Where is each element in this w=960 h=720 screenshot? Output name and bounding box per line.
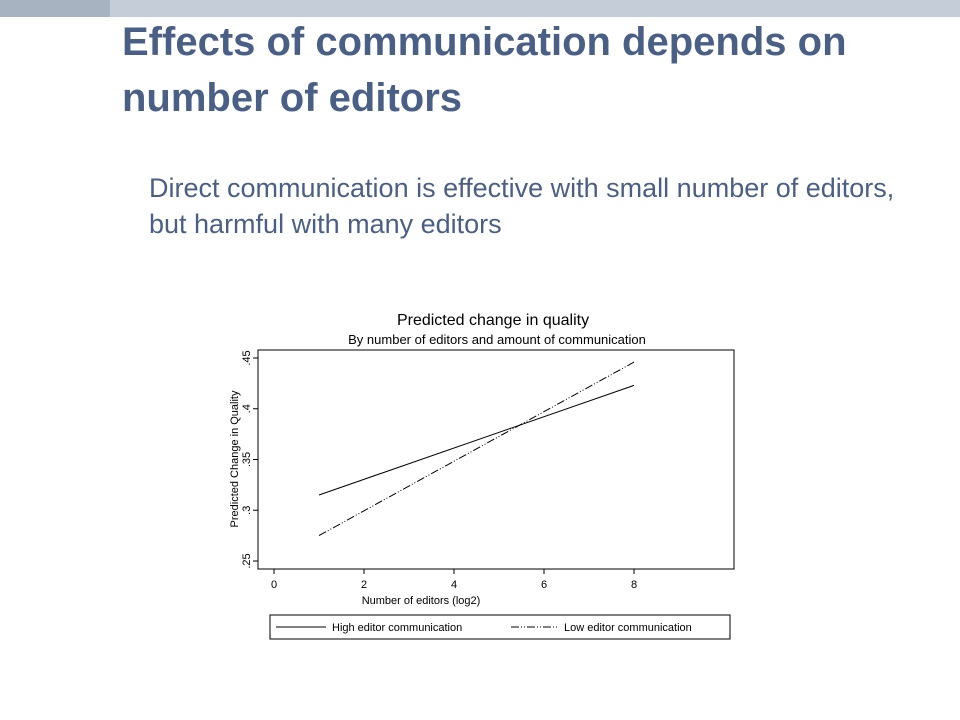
slide-title: Effects of communication depends on numb… <box>122 20 847 120</box>
slide-subtitle: Direct communication is effective with s… <box>149 173 895 239</box>
y-tick-label: .3 <box>241 506 253 515</box>
y-tick-label: .4 <box>241 404 253 413</box>
top-accent-bar-light <box>110 0 960 17</box>
x-tick-label: 0 <box>271 579 277 591</box>
chart-subtitle: By number of editors and amount of commu… <box>348 332 646 347</box>
plot-area <box>257 349 735 570</box>
x-axis: 0 2 4 6 8 <box>271 569 637 591</box>
legend-label: High editor communication <box>332 622 462 634</box>
series-lines <box>318 361 635 537</box>
y-axis: .25 .3 .35 .4 .45 <box>241 350 258 569</box>
y-axis-label: Predicted Change in Quality <box>229 390 241 527</box>
legend: High editor communication Low editor comm… <box>276 622 692 634</box>
legend-box <box>269 614 731 640</box>
x-tick-label: 2 <box>361 579 367 591</box>
y-tick-label: .35 <box>241 452 253 467</box>
top-accent-bar-dark <box>0 0 110 17</box>
x-tick-label: 4 <box>451 579 457 591</box>
chart-title: Predicted change in quality <box>397 312 589 329</box>
series-line-high-communication <box>318 384 635 496</box>
legend-label: Low editor communication <box>564 622 692 634</box>
x-tick-label: 6 <box>541 579 547 591</box>
y-tick-label: .25 <box>241 553 253 568</box>
line-chart: Predicted change in quality By number of… <box>229 312 735 640</box>
x-axis-label: Number of editors (log2) <box>362 595 481 607</box>
x-tick-label: 8 <box>631 579 637 591</box>
series-line-low-communication <box>318 361 635 537</box>
y-tick-label: .45 <box>241 350 253 365</box>
